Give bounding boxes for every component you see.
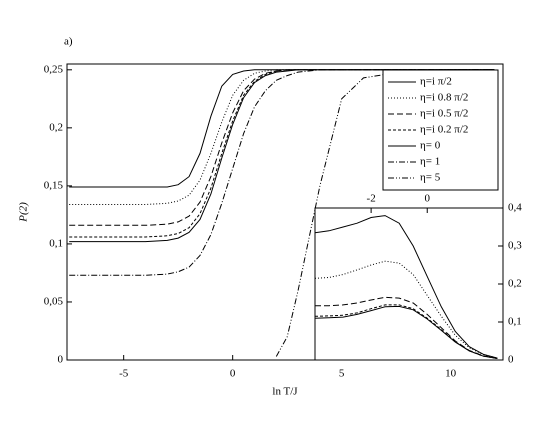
y-axis-label: P(2) (18, 202, 30, 223)
legend-label: η=i 0.2 π/2 (420, 124, 468, 136)
series-line (275, 69, 495, 357)
x-tick-label: 10 (445, 368, 457, 380)
series-line (315, 296, 498, 359)
x-tick-label: 5 (339, 368, 345, 380)
y-tick-label: 0,25 (44, 63, 64, 75)
x-tick-label: -2 (367, 193, 376, 205)
inset-background (315, 208, 503, 360)
y-tick-label: 0 (508, 354, 514, 366)
legend-label: η= 5 (420, 172, 441, 184)
y-tick-label: 0,05 (44, 295, 64, 307)
x-tick-label: 0 (230, 368, 236, 380)
series-line (314, 215, 498, 359)
y-tick-label: 0,4 (508, 202, 522, 214)
y-tick-label: 0,3 (508, 240, 522, 252)
series-line (314, 305, 498, 359)
legend-box (382, 69, 499, 191)
legend-label: η= 1 (420, 156, 440, 168)
y-tick-label: 0 (58, 354, 64, 366)
y-tick-label: 0,15 (44, 179, 64, 191)
legend-label: η= 0 (420, 140, 441, 152)
series-line (314, 260, 498, 359)
y-tick-label: 0,1 (49, 237, 63, 249)
y-tick-label: 0,2 (508, 278, 522, 290)
plot-frame (314, 207, 504, 361)
x-tick-label: 0 (424, 193, 430, 205)
x-tick-label: -5 (119, 368, 129, 380)
legend-label: η=i 0.8 π/2 (420, 92, 468, 104)
y-tick-label: 0,2 (49, 121, 63, 133)
series-line (69, 69, 495, 276)
y-tick-label: 0,1 (508, 316, 522, 328)
legend-label: η=i π/2 (420, 76, 452, 88)
panel-label: a) (64, 36, 73, 48)
x-axis-label: ln T/J (272, 386, 298, 398)
legend-label: η=i 0.5 π/2 (420, 108, 468, 120)
